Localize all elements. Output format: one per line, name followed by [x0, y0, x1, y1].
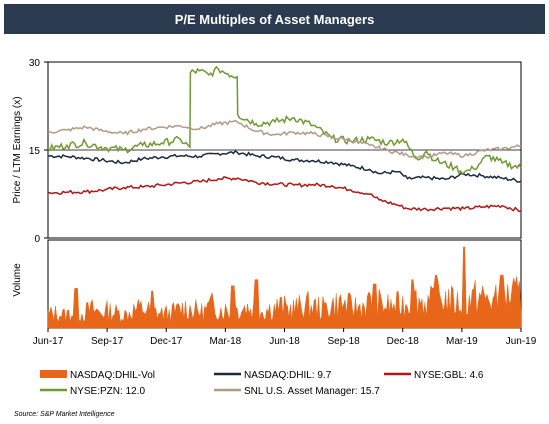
legend-entry: NASDAQ:DHIL: 9.7	[244, 370, 332, 381]
series-line-nyse-gbl	[48, 176, 522, 213]
source-note: Source: S&P Market Intelligence	[14, 411, 115, 418]
x-tick-label: Sep-17	[91, 336, 124, 347]
x-tick-label: Mar-19	[446, 336, 478, 347]
legend-entry: NASDAQ:DHIL-Vol	[70, 370, 155, 381]
chart-title: P/E Multiples of Asset Managers	[4, 4, 545, 34]
legend: NASDAQ:DHIL-Vol NASDAQ:DHIL: 9.7 NYSE:GBL:…	[40, 370, 484, 397]
series-line-nyse-pzn	[47, 65, 522, 176]
x-tick-label: Jun-19	[506, 336, 537, 347]
series-line-nasdaq-dhil	[47, 149, 522, 183]
volume-axis-label: Volume	[12, 263, 23, 297]
x-tick-label: Dec-18	[387, 336, 420, 347]
x-tick-label: Jun-17	[33, 336, 64, 347]
x-tick-label: Mar-18	[210, 336, 242, 347]
y-tick-label: 15	[29, 146, 41, 157]
x-tick-label: Dec-17	[150, 336, 183, 347]
x-tick-label: Jun-18	[269, 336, 300, 347]
volume-area	[47, 246, 522, 329]
y-tick-label: 0	[34, 234, 40, 245]
pe-axis-label: Price / LTM Earnings (x)	[12, 96, 23, 203]
y-tick-label: 30	[29, 58, 41, 69]
x-axis: Jun-17 Sep-17 Dec-17 Mar-18 Jun-18 Sep-18 Dec-…	[33, 328, 537, 347]
legend-entry: NYSE:PZN: 12.0	[70, 386, 145, 397]
legend-entry: SNL U.S. Asset Manager: 15.7	[244, 386, 380, 397]
series-line-snl-u-s-asset-manager	[47, 119, 522, 160]
volume-panel: Volume	[12, 239, 522, 329]
legend-entry: NYSE:GBL: 4.6	[414, 370, 484, 381]
x-tick-label: Sep-18	[328, 336, 361, 347]
pe-panel: 0 15 30 Price / LTM Earnings (x)	[12, 58, 522, 245]
